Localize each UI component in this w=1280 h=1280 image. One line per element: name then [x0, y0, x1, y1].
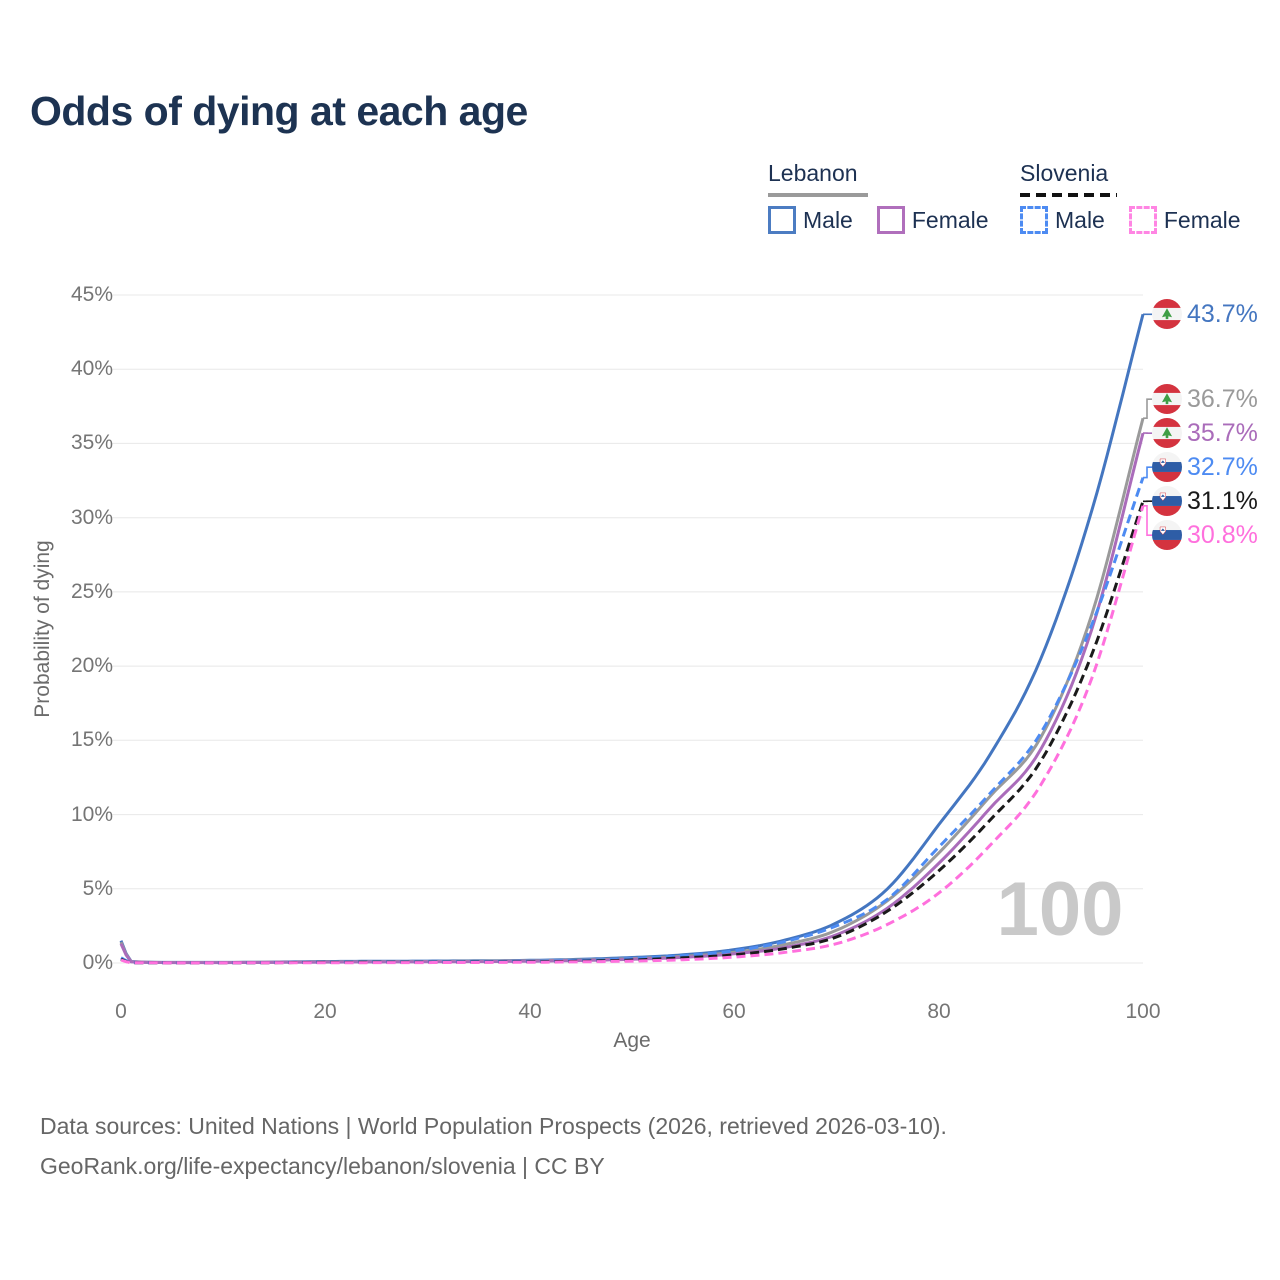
lebanon-male-swatch-icon — [768, 206, 796, 234]
legend-label: Female — [911, 206, 989, 233]
y-tick: 40% — [70, 357, 113, 380]
x-axis-title: Age — [613, 1029, 651, 1052]
slovenia-female-swatch-icon — [1128, 206, 1157, 234]
y-tick: 35% — [70, 431, 113, 454]
page-title: Odds of dying at each age — [30, 88, 528, 134]
end-value: 31.1% — [1187, 486, 1258, 515]
legend-item-slovenia-female[interactable]: Female — [1128, 206, 1241, 234]
lebanon-linestyle-swatch-icon — [768, 193, 868, 197]
end-value: 32.7% — [1187, 452, 1258, 481]
x-tick: 100 — [1125, 1000, 1161, 1023]
end-label-slovenia-both: 31.1% — [1152, 485, 1258, 517]
legend-lebanon-title: Lebanon — [768, 160, 858, 186]
y-axis-title: Probability of dying — [31, 540, 54, 718]
legend-item-lebanon-female[interactable]: Female — [876, 206, 989, 234]
source-attribution: Data sources: United Nations | World Pop… — [40, 1106, 947, 1186]
end-label-connector — [1143, 505, 1152, 536]
slovenia-flag-icon — [1152, 486, 1182, 516]
lebanon-flag-icon — [1152, 299, 1182, 329]
legend-item-lebanon-male[interactable]: Male — [768, 206, 853, 234]
end-label-lebanon-female: 35.7% — [1152, 417, 1258, 449]
y-tick: 0% — [82, 951, 113, 974]
x-tick: 40 — [518, 1000, 542, 1023]
end-value: 35.7% — [1187, 418, 1258, 447]
y-tick: 45% — [70, 283, 113, 306]
data-sources-line: Data sources: United Nations | World Pop… — [40, 1113, 947, 1139]
x-tick: 80 — [927, 1000, 951, 1023]
end-value: 30.8% — [1187, 520, 1258, 549]
x-tick: 20 — [313, 1000, 337, 1023]
end-value: 36.7% — [1187, 384, 1258, 413]
y-tick: 25% — [70, 580, 113, 603]
series-line-5 — [120, 505, 1145, 965]
legend-group-lebanon: Lebanon Male Female — [768, 160, 989, 234]
slovenia-flag-icon — [1152, 452, 1182, 482]
end-label-slovenia-male: 32.7% — [1152, 451, 1258, 483]
legend-label: Male — [1055, 206, 1105, 233]
slovenia-linestyle-swatch-icon — [1020, 193, 1117, 197]
x-tick: 60 — [722, 1000, 746, 1023]
legend-slovenia-title: Slovenia — [1020, 160, 1109, 186]
lebanon-flag-icon — [1152, 418, 1182, 448]
y-tick: 30% — [70, 506, 113, 529]
x-tick: 0 — [115, 1000, 127, 1023]
legend-item-slovenia-male[interactable]: Male — [1020, 206, 1105, 234]
legend-group-slovenia: Slovenia Male Female — [1020, 160, 1241, 234]
end-label-slovenia-female: 30.8% — [1152, 519, 1258, 551]
y-tick: 15% — [70, 728, 113, 751]
end-label-lebanon-male: 43.7% — [1152, 298, 1258, 330]
end-label-connector — [1143, 398, 1152, 419]
y-tick: 20% — [70, 654, 113, 677]
slovenia-flag-icon — [1152, 520, 1182, 550]
end-label-lebanon-both: 36.7% — [1152, 383, 1258, 415]
lebanon-flag-icon — [1152, 384, 1182, 414]
license-line: GeoRank.org/life-expectancy/lebanon/slov… — [40, 1153, 605, 1179]
y-tick: 5% — [82, 877, 113, 900]
y-tick: 10% — [70, 803, 113, 826]
legend-label: Male — [803, 206, 853, 233]
end-value: 43.7% — [1187, 299, 1258, 328]
slovenia-male-swatch-icon — [1020, 206, 1048, 234]
lebanon-female-swatch-icon — [876, 206, 905, 234]
age-watermark: 100 — [996, 867, 1124, 952]
end-label-connector — [1143, 466, 1152, 479]
legend-label: Female — [1163, 206, 1241, 233]
